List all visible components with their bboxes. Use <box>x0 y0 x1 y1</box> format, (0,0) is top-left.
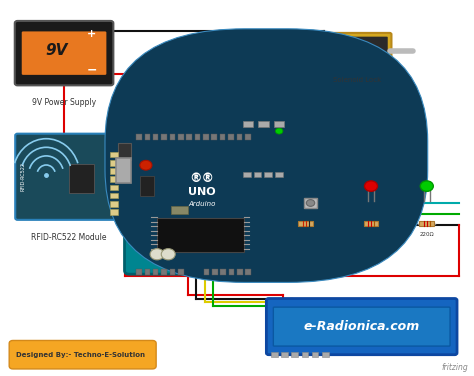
Text: 1K: 1K <box>302 232 310 237</box>
Circle shape <box>365 181 377 191</box>
Bar <box>186 134 192 140</box>
Bar <box>153 134 158 140</box>
Bar <box>116 158 131 183</box>
Circle shape <box>420 181 433 191</box>
Text: RFID-RC522 Module: RFID-RC522 Module <box>31 233 107 242</box>
Circle shape <box>275 128 283 134</box>
Circle shape <box>306 200 315 206</box>
Bar <box>161 134 167 140</box>
Bar <box>203 134 209 140</box>
Bar <box>109 201 118 207</box>
Text: RFID-RC522: RFID-RC522 <box>21 162 26 191</box>
Bar <box>264 172 272 177</box>
Bar <box>299 221 313 226</box>
Bar <box>220 134 226 140</box>
Bar <box>243 172 251 177</box>
FancyBboxPatch shape <box>327 36 388 66</box>
FancyBboxPatch shape <box>105 29 428 282</box>
FancyBboxPatch shape <box>22 32 106 75</box>
Circle shape <box>161 249 175 260</box>
Bar <box>228 269 234 275</box>
Text: −: − <box>87 64 97 76</box>
Text: 9V: 9V <box>46 42 68 58</box>
Bar <box>109 185 118 190</box>
Bar <box>246 269 251 275</box>
Bar <box>322 352 328 356</box>
FancyBboxPatch shape <box>266 299 457 355</box>
Bar <box>136 269 142 275</box>
FancyBboxPatch shape <box>323 33 392 70</box>
Bar <box>203 269 209 275</box>
Text: fritzing: fritzing <box>442 363 469 372</box>
Bar <box>274 121 284 127</box>
Bar <box>281 352 288 356</box>
Bar <box>170 134 175 140</box>
Bar <box>243 121 253 127</box>
Circle shape <box>150 249 164 260</box>
FancyBboxPatch shape <box>15 21 113 85</box>
Bar <box>364 221 378 226</box>
FancyBboxPatch shape <box>15 134 122 220</box>
Bar <box>275 172 283 177</box>
Bar <box>109 168 118 174</box>
FancyBboxPatch shape <box>9 340 156 369</box>
Bar <box>228 134 234 140</box>
Bar <box>237 134 242 140</box>
Text: Arduino: Arduino <box>188 201 215 207</box>
Text: e-Radionica.com: e-Radionica.com <box>303 320 420 333</box>
Bar <box>109 152 118 157</box>
Bar <box>145 134 150 140</box>
Bar <box>161 269 167 275</box>
Bar <box>145 269 150 275</box>
Bar <box>109 176 118 182</box>
Bar <box>302 352 308 356</box>
FancyBboxPatch shape <box>273 307 450 346</box>
Bar <box>69 164 94 193</box>
Bar <box>211 134 217 140</box>
Bar <box>157 218 244 252</box>
Bar <box>136 134 142 140</box>
Bar <box>109 160 118 165</box>
Bar <box>304 198 317 208</box>
Bar <box>292 352 298 356</box>
Bar <box>212 269 218 275</box>
Bar <box>171 206 188 214</box>
Bar <box>118 143 131 160</box>
Bar <box>153 269 158 275</box>
Bar <box>195 134 201 140</box>
Bar <box>258 121 269 127</box>
Bar <box>419 221 434 226</box>
Bar <box>312 352 319 356</box>
Bar <box>109 209 118 215</box>
Bar <box>109 193 118 199</box>
Text: 220Ω: 220Ω <box>419 232 434 237</box>
Text: UNO: UNO <box>188 187 216 197</box>
Circle shape <box>140 160 152 170</box>
Bar <box>245 134 251 140</box>
Text: ®®: ®® <box>189 172 214 185</box>
Text: Designed By:- Techno-E-Solution: Designed By:- Techno-E-Solution <box>16 352 145 358</box>
Text: +: + <box>87 29 97 39</box>
Bar <box>271 352 277 356</box>
Bar <box>178 269 183 275</box>
Text: Solenoid Lock: Solenoid Lock <box>333 77 381 83</box>
Text: 220Ω: 220Ω <box>364 232 378 237</box>
Bar <box>140 176 154 196</box>
Bar <box>178 134 183 140</box>
Text: 9V Power Supply: 9V Power Supply <box>32 98 96 107</box>
FancyBboxPatch shape <box>239 119 294 174</box>
FancyBboxPatch shape <box>125 132 273 274</box>
Bar <box>237 269 243 275</box>
Bar <box>220 269 226 275</box>
Bar <box>170 269 175 275</box>
Bar <box>254 172 261 177</box>
